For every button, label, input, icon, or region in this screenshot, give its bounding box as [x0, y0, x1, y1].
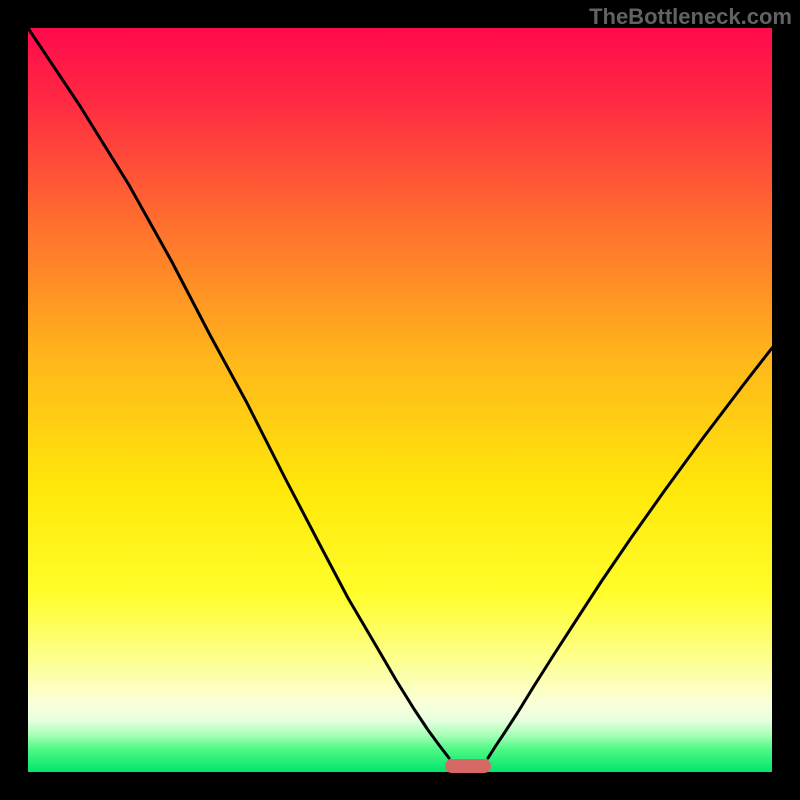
- right-curve: [488, 348, 772, 758]
- attribution-label: TheBottleneck.com: [589, 4, 792, 30]
- bottleneck-chart: TheBottleneck.com: [0, 0, 800, 800]
- plot-area: [28, 28, 772, 772]
- left-curve: [28, 28, 449, 758]
- curve-layer: [28, 28, 772, 772]
- bottleneck-marker: [445, 759, 491, 773]
